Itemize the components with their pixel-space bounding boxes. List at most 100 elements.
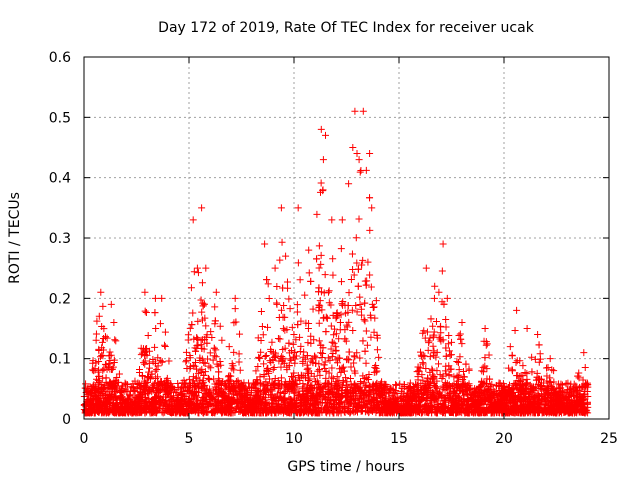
roti-point [263, 276, 271, 284]
roti-point [205, 362, 213, 370]
roti-point [108, 365, 116, 373]
roti-point [528, 353, 536, 361]
roti-point [263, 366, 271, 374]
roti-point [92, 330, 100, 338]
roti-point [442, 370, 450, 378]
roti-point [547, 379, 555, 387]
roti-point [334, 359, 342, 367]
roti-point [506, 406, 514, 414]
roti-point [345, 348, 353, 356]
roti-point [483, 392, 491, 400]
roti-point [548, 366, 556, 374]
roti-point [348, 387, 356, 395]
roti-point [141, 307, 149, 315]
roti-point [369, 303, 377, 311]
roti-point [367, 283, 375, 291]
roti-point [110, 409, 118, 417]
roti-point [543, 364, 551, 372]
roti-point [315, 242, 323, 250]
roti-point [291, 348, 299, 356]
roti-point [165, 389, 173, 397]
roti-point [355, 215, 363, 223]
roti-point [225, 343, 233, 351]
roti-point [316, 371, 324, 379]
roti-point [102, 374, 110, 382]
roti-point [581, 363, 589, 371]
roti-point [352, 390, 360, 398]
roti-point [115, 370, 123, 378]
roti-point [168, 401, 176, 409]
roti-point [178, 383, 186, 391]
roti-point [254, 362, 262, 370]
roti-point [563, 402, 571, 410]
roti-point [222, 408, 230, 416]
roti-point [306, 375, 314, 383]
roti-point [428, 390, 436, 398]
roti-point [327, 395, 335, 403]
roti-point [317, 404, 325, 412]
roti-point [336, 354, 344, 362]
roti-point [337, 311, 345, 319]
roti-point [211, 352, 219, 360]
roti-point [371, 314, 379, 322]
roti-point [498, 399, 506, 407]
roti-point [351, 367, 359, 375]
roti-point [453, 405, 461, 413]
roti-point [356, 395, 364, 403]
roti-point [194, 317, 202, 325]
roti-point [152, 389, 160, 397]
roti-point [301, 355, 309, 363]
roti-point [231, 305, 239, 313]
roti-point [321, 399, 329, 407]
roti-point [509, 367, 517, 375]
roti-point [476, 382, 484, 390]
roti-point [436, 323, 444, 331]
roti-point [294, 321, 302, 329]
roti-point [352, 396, 360, 404]
roti-point [85, 406, 93, 414]
roti-point [288, 372, 296, 380]
roti-point [151, 367, 159, 375]
roti-point [455, 331, 463, 339]
roti-point [362, 381, 370, 389]
roti-point [422, 365, 430, 373]
roti-point [206, 349, 214, 357]
roti-point [353, 308, 361, 316]
roti-point [267, 358, 275, 366]
roti-point [154, 383, 162, 391]
roti-point [298, 372, 306, 380]
roti-point [315, 264, 323, 272]
roti-point [178, 379, 186, 387]
roti-point [347, 382, 355, 390]
roti-point [505, 364, 513, 372]
roti-point [466, 384, 474, 392]
roti-point [300, 348, 308, 356]
roti-point [185, 396, 193, 404]
roti-point [98, 351, 106, 359]
roti-point [552, 409, 560, 417]
roti-point [458, 397, 466, 405]
roti-point [359, 256, 367, 264]
roti-point [316, 188, 324, 196]
roti-point [506, 390, 514, 398]
roti-point [343, 355, 351, 363]
roti-point [440, 404, 448, 412]
roti-point [190, 405, 198, 413]
roti-point [367, 333, 375, 341]
roti-point [482, 380, 490, 387]
roti-point [343, 321, 351, 329]
roti-point [211, 383, 219, 391]
roti-point [332, 347, 340, 355]
roti-point [378, 378, 386, 386]
roti-point [173, 389, 181, 397]
roti-point [447, 351, 455, 359]
roti-point [271, 407, 279, 415]
roti-point [101, 360, 109, 368]
roti-point [308, 393, 316, 401]
roti-point [392, 381, 400, 389]
roti-point [546, 378, 554, 386]
roti-point [357, 378, 365, 386]
roti-point [100, 365, 108, 373]
roti-point [167, 380, 175, 388]
roti-point [130, 397, 138, 405]
